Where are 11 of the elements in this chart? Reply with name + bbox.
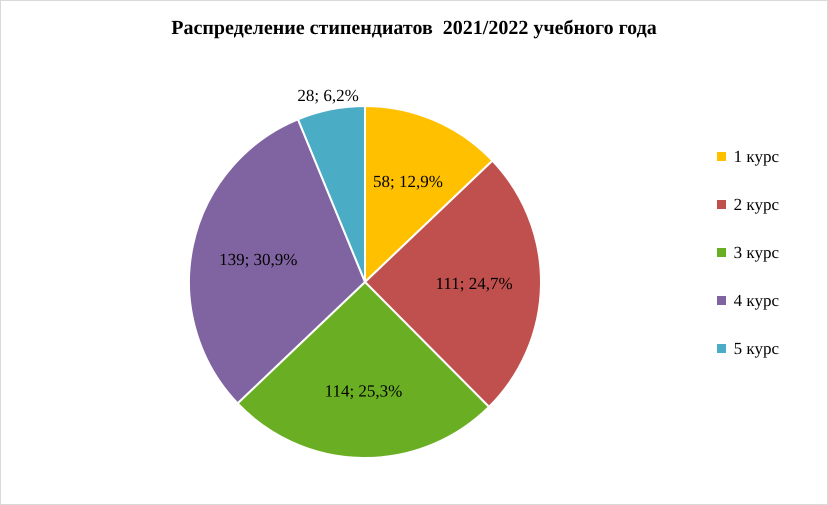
chart-title: Распределение стипендиатов 2021/2022 учебного года <box>170 17 658 40</box>
legend-label: 3 курс <box>734 242 779 262</box>
legend-label: 1 курс <box>734 146 779 166</box>
legend-label: 5 курс <box>734 338 779 358</box>
legend-label: 2 курс <box>734 194 779 214</box>
data-label: 139; 30,9% <box>219 250 298 269</box>
legend-label: 4 курс <box>734 290 779 310</box>
data-label: 28; 6,2% <box>297 86 359 106</box>
data-label: 111; 24,7% <box>436 274 513 294</box>
data-label: 58; 12,9% <box>373 172 443 192</box>
data-label: 114; 25,3% <box>324 382 402 401</box>
